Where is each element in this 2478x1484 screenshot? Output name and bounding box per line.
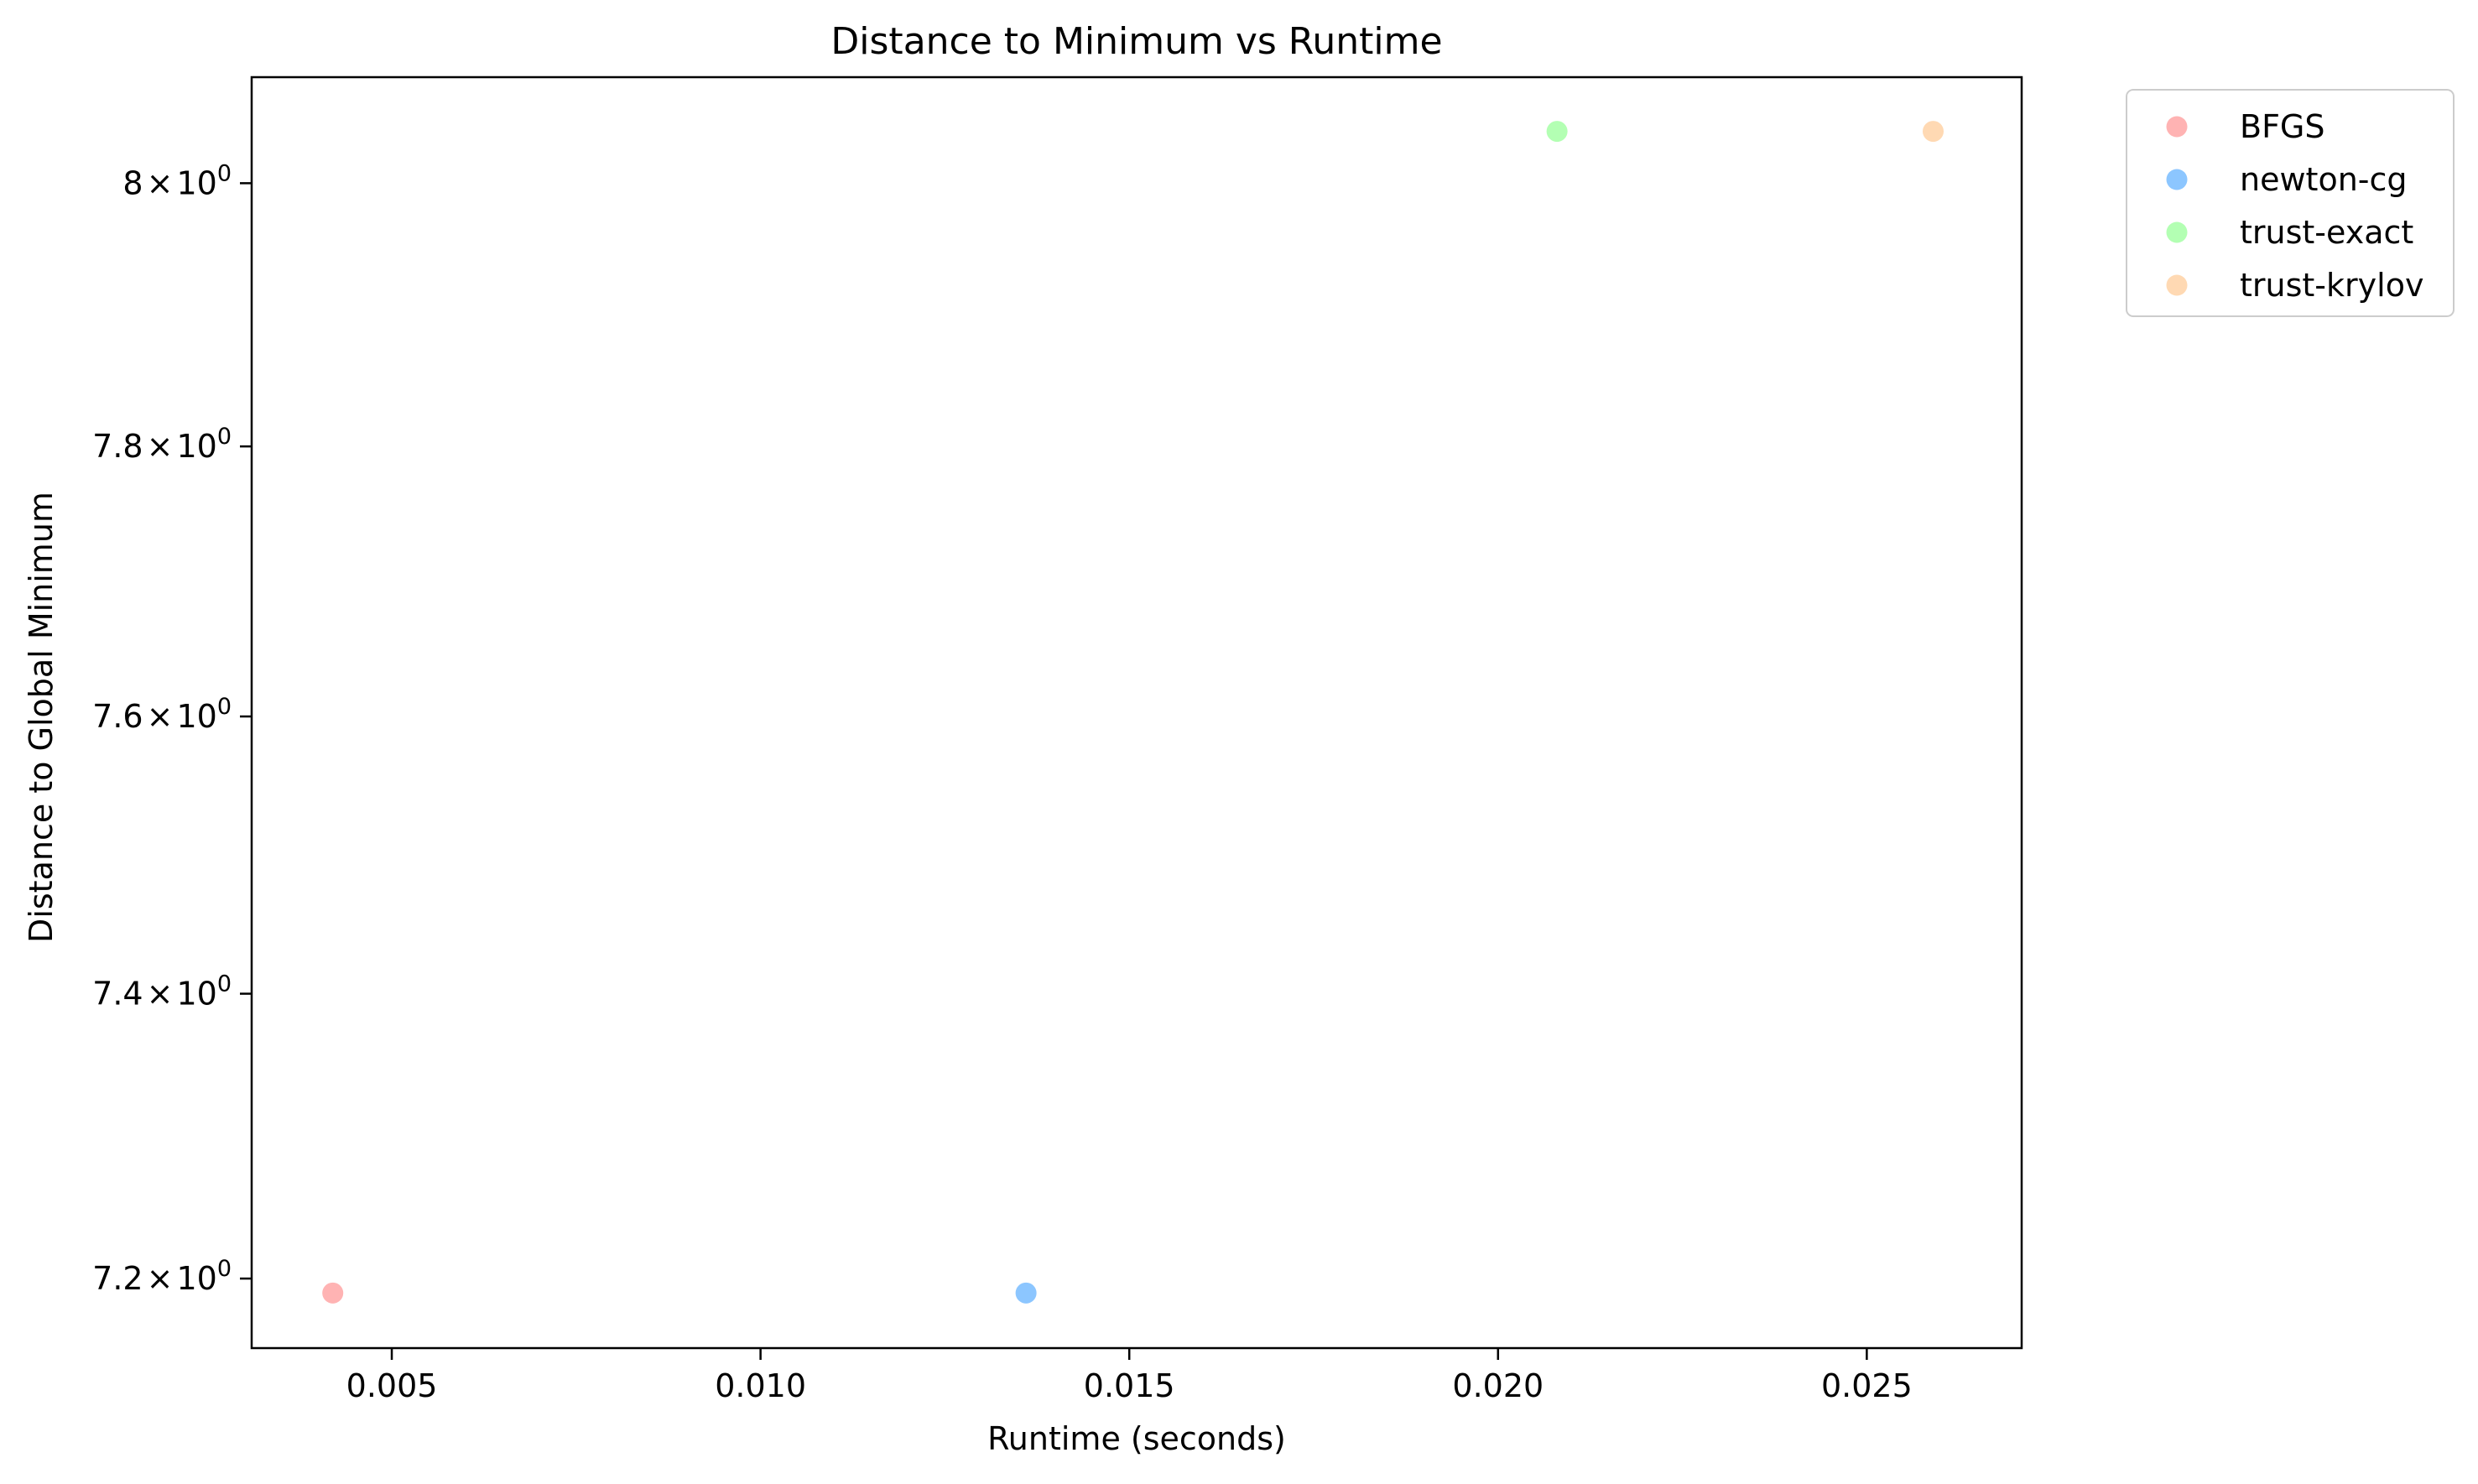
legend-label: newton-cg (2240, 161, 2408, 198)
x-tick-label: 0.020 (1452, 1367, 1544, 1404)
x-tick-label: 0.015 (1084, 1367, 1175, 1404)
x-tick-label: 0.010 (715, 1367, 806, 1404)
legend-label: trust-exact (2240, 214, 2413, 251)
data-point-trust-exact (1546, 121, 1568, 143)
y-tick-label: 7.8 × 100 (92, 424, 232, 465)
plot-area-frame (250, 76, 2023, 1350)
y-axis-label: Distance to Global Minimum (23, 492, 60, 943)
legend-item: BFGS (2166, 108, 2325, 145)
legend: BFGS newton-cg trust-exact trust-krylov (2126, 89, 2455, 317)
x-tick-label: 0.025 (1821, 1367, 1913, 1404)
data-point-newton-cg (1015, 1282, 1037, 1304)
legend-label: BFGS (2240, 108, 2325, 145)
legend-label: trust-krylov (2240, 267, 2423, 304)
chart-title: Distance to Minimum vs Runtime (830, 20, 1442, 63)
x-axis-ticks: 0.005 0.010 0.015 0.020 0.025 (346, 1348, 1913, 1404)
data-point-trust-krylov (1923, 121, 1944, 143)
legend-marker (2166, 274, 2188, 296)
legend-frame (2126, 89, 2455, 317)
legend-item: trust-exact (2166, 214, 2413, 251)
data-point-bfgs (322, 1282, 344, 1304)
legend-item: newton-cg (2166, 161, 2408, 198)
legend-item: trust-krylov (2166, 267, 2423, 304)
legend-marker (2166, 116, 2188, 138)
legend-marker (2166, 169, 2188, 190)
y-tick-label: 7.6 × 100 (92, 694, 232, 735)
y-tick-label: 7.2 × 100 (92, 1256, 232, 1297)
y-axis-ticks: 7.2 × 100 7.4 × 100 7.6 × 100 7.8 × 100 8 × 100 (92, 160, 252, 1297)
legend-items: BFGS newton-cg trust-exact trust-krylov (2166, 108, 2423, 304)
y-tick-label: 8 × 100 (122, 160, 232, 201)
x-axis-label: Runtime (seconds) (987, 1420, 1286, 1457)
legend-marker (2166, 221, 2188, 243)
x-tick-label: 0.005 (346, 1367, 438, 1404)
plot-points (322, 121, 1944, 1304)
y-tick-label: 7.4 × 100 (92, 971, 232, 1013)
